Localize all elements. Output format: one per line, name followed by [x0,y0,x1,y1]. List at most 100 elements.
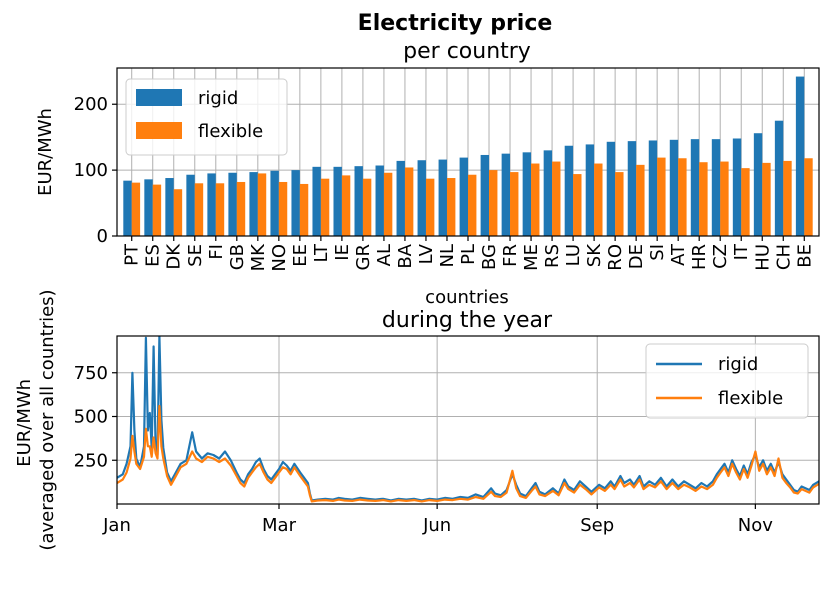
bar-chart: 0 100 200 PT ES DK SE FI GB MK NO EE LT IE GR AL BA LV NL… [35,67,820,308]
bar-rigid-SI [648,140,658,236]
bar-x-tick-label: GB [227,244,248,270]
bar-rigid-EE [291,170,300,236]
bar-x-tick-label: RS [542,244,563,268]
bar-flexible-AL [383,172,393,236]
bar-rigid-AL [375,165,384,236]
bar-flexible-ES [152,184,162,236]
legend-label-rigid: rigid [198,88,238,109]
bar-flexible-NL [446,178,456,236]
bar-rigid-NL [438,159,447,236]
bar-y-tick-label: 100 [74,160,108,181]
bar-x-tick-label: EE [290,244,311,267]
bar-rigid-DK [165,178,174,236]
bar-flexible-IT [741,168,750,236]
bar-flexible-DK [173,189,183,236]
bar-rigid-CZ [711,139,721,236]
bar-rigid-IT [732,138,742,236]
bar-flexible-EE [299,183,309,236]
bar-x-tick-label: SE [185,244,206,267]
bar-flexible-IE [341,175,351,236]
legend-swatch-rigid [136,89,182,106]
bar-x-tick-label: HR [689,244,710,270]
line-chart-x-ticks: Jan Mar Jun Sep Nov [102,504,773,536]
bar-rigid-LU [564,145,574,236]
bar-rigid-AT [669,139,679,236]
bar-flexible-GR [362,178,372,236]
bar-flexible-PT [131,182,141,236]
bar-x-tick-label: DK [164,243,185,270]
bar-rigid-GR [354,166,363,236]
bar-rigid-BA [396,160,405,236]
bar-flexible-HR [699,162,708,236]
bar-rigid-HR [690,139,700,236]
bar-chart-bars [123,76,813,237]
bar-x-tick-label: GR [353,244,374,270]
bar-chart-y-label: EUR/MWh [35,108,56,196]
line-chart-title: during the year [382,308,553,333]
bar-flexible-BE [804,158,813,236]
bar-rigid-IE [333,166,342,236]
bar-chart-y-ticks: 0 100 200 [74,94,117,247]
bar-flexible-RS [552,161,561,236]
bar-rigid-PL [459,157,468,236]
line-x-tick-label: Sep [580,515,614,536]
bar-rigid-SE [186,174,195,236]
line-chart-y-label-line1: EUR/MWh [14,379,35,467]
line-series-flexible [117,404,819,503]
bar-x-tick-label: BA [395,243,416,268]
bar-rigid-CH [774,120,784,236]
bar-x-tick-label: PT [122,243,143,266]
bar-flexible-LV [425,178,435,236]
bar-flexible-LT [320,178,330,236]
bar-x-tick-label: DE [626,244,647,269]
bar-x-tick-label: LV [416,243,437,264]
bar-flexible-FR [510,172,519,236]
bar-x-tick-label: SI [647,244,668,261]
bar-rigid-FR [501,153,511,236]
bar-x-tick-label: ES [143,244,164,267]
bar-flexible-DE [636,164,645,236]
legend-label-flexible: flexible [198,121,263,142]
bar-flexible-MK [257,173,267,236]
line-chart-y-ticks: 250 500 750 [74,363,117,471]
bar-rigid-GB [228,172,237,236]
bar-rigid-DE [627,141,637,236]
legend-label-flexible: flexible [718,388,783,409]
bar-flexible-PL [468,174,477,236]
bar-x-tick-label: SK [584,243,605,267]
legend-label-rigid: rigid [718,354,758,375]
bar-flexible-LU [573,174,582,236]
line-chart-frame [116,335,820,505]
line-chart-y-label-line2: (averaged over all countries) [37,289,58,550]
bar-flexible-CZ [720,161,729,236]
bar-chart-title: per country [403,39,531,64]
bar-rigid-LT [312,166,321,236]
line-x-tick-label: Nov [738,515,773,536]
bar-x-tick-label: AT [668,243,689,266]
bar-flexible-GB [236,181,246,236]
bar-flexible-CH [783,160,792,236]
legend-swatch-flexible [136,122,182,139]
bar-x-tick-label: LT [311,243,332,263]
bar-x-tick-label: BE [794,244,815,268]
line-x-tick-label: Jan [102,515,131,536]
bar-x-tick-label: PL [458,244,479,265]
bar-flexible-BG [489,170,498,236]
bar-x-tick-label: LU [563,244,584,266]
bar-rigid-RS [543,150,553,236]
line-x-tick-label: Mar [262,515,297,536]
bar-chart-legend: rigid flexible [125,78,288,156]
bar-x-tick-label: MK [248,243,269,272]
bar-x-tick-label: FI [206,244,227,260]
bar-x-tick-label: AL [374,244,395,266]
line-series-rigid [117,336,819,502]
bar-rigid-ME [522,152,532,236]
bar-flexible-HU [762,162,771,236]
bar-rigid-FI [207,173,216,236]
bar-chart-x-label: countries [425,287,509,308]
bar-rigid-PT [123,180,132,236]
bar-x-tick-label: CH [773,244,794,270]
bar-rigid-LV [417,160,426,236]
line-chart-y-label: EUR/MWh (averaged over all countries) [14,289,58,550]
bar-flexible-RO [615,172,624,236]
